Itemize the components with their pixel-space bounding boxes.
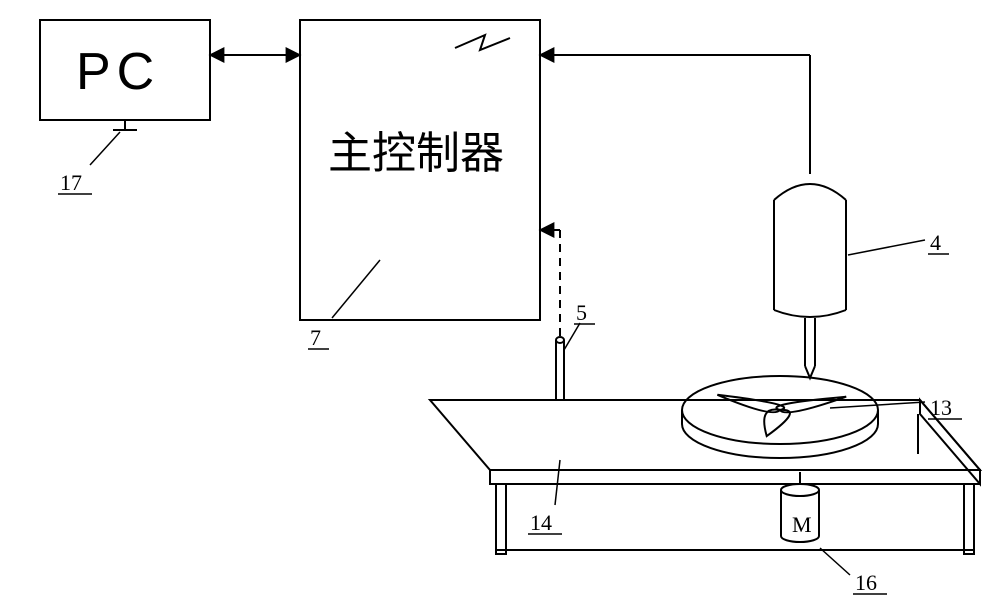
pc-label: PC — [76, 42, 160, 102]
controller-label: 主控制器 — [328, 130, 504, 178]
ref-14: 14 — [530, 510, 552, 536]
ref-16: 16 — [855, 570, 877, 596]
ref-7: 7 — [310, 325, 321, 351]
ref-17: 17 — [60, 170, 82, 196]
ref-4: 4 — [930, 230, 941, 256]
ref-5: 5 — [576, 300, 587, 326]
ref-13: 13 — [930, 395, 952, 421]
motor-label: M — [792, 512, 812, 538]
